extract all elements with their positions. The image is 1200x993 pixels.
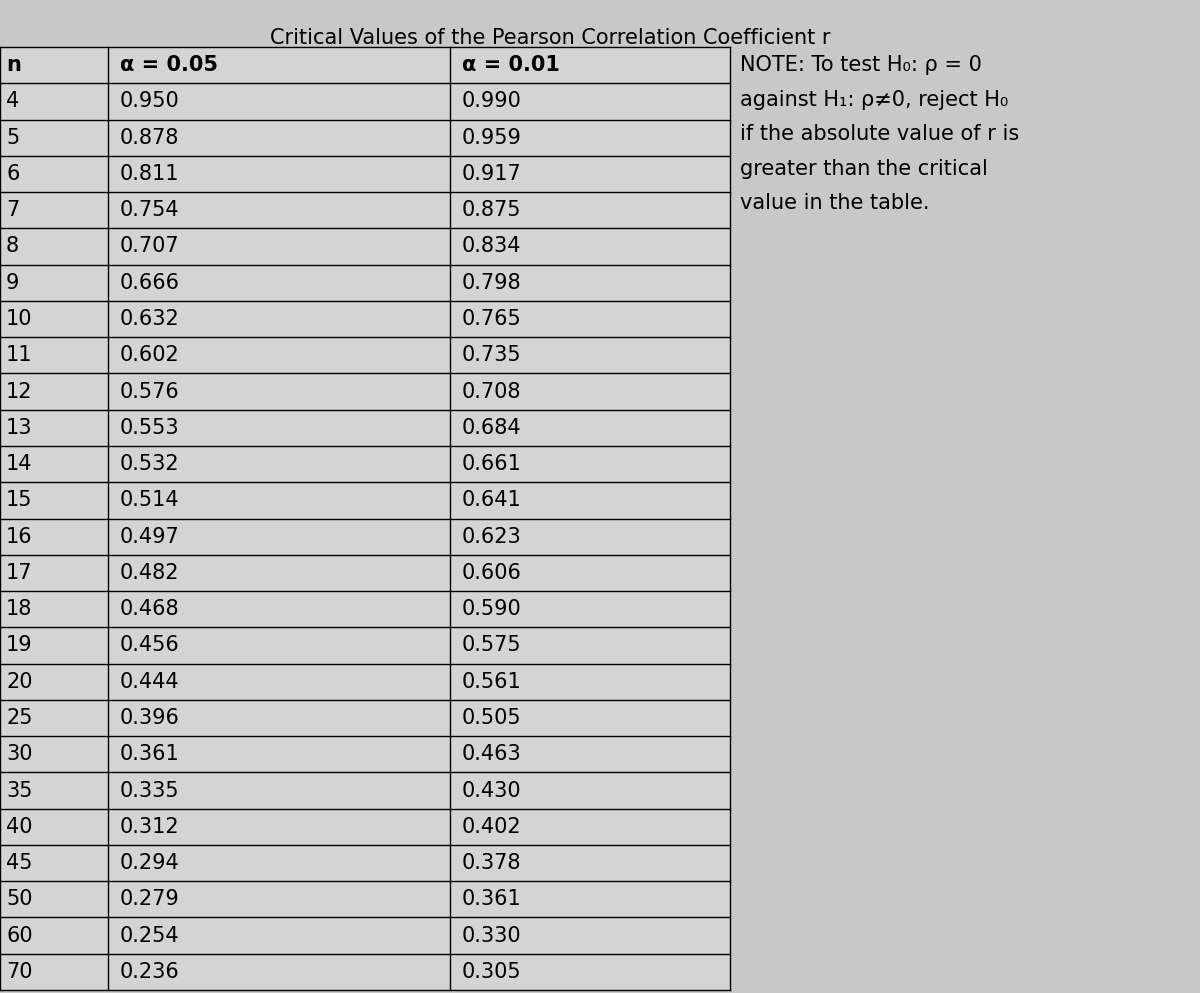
Text: 0.430: 0.430 <box>462 780 522 800</box>
Text: 0.330: 0.330 <box>462 925 522 945</box>
Text: 0.444: 0.444 <box>120 671 180 692</box>
Text: 0.590: 0.590 <box>462 599 522 620</box>
Text: greater than the critical: greater than the critical <box>740 159 988 179</box>
Text: 0.305: 0.305 <box>462 962 522 982</box>
Text: 0.798: 0.798 <box>462 273 522 293</box>
Text: 18: 18 <box>6 599 32 620</box>
Text: 0.361: 0.361 <box>462 890 522 910</box>
Text: 0.684: 0.684 <box>462 418 522 438</box>
Text: 5: 5 <box>6 128 19 148</box>
Text: 4: 4 <box>6 91 19 111</box>
Text: 6: 6 <box>6 164 19 184</box>
Text: 0.632: 0.632 <box>120 309 180 329</box>
Text: 0.279: 0.279 <box>120 890 180 910</box>
Text: 8: 8 <box>6 236 19 256</box>
Text: 0.765: 0.765 <box>462 309 522 329</box>
Text: 0.463: 0.463 <box>462 744 522 765</box>
Text: 0.456: 0.456 <box>120 636 180 655</box>
Text: n: n <box>6 56 20 75</box>
Text: 0.623: 0.623 <box>462 526 522 546</box>
Text: 0.561: 0.561 <box>462 671 522 692</box>
Text: 0.396: 0.396 <box>120 708 180 728</box>
Text: 0.236: 0.236 <box>120 962 180 982</box>
Text: 50: 50 <box>6 890 32 910</box>
Text: 70: 70 <box>6 962 32 982</box>
Text: 0.335: 0.335 <box>120 780 180 800</box>
Text: 0.602: 0.602 <box>120 346 180 365</box>
Text: 0.361: 0.361 <box>120 744 180 765</box>
Text: 11: 11 <box>6 346 32 365</box>
Text: 0.834: 0.834 <box>462 236 522 256</box>
Text: α = 0.01: α = 0.01 <box>462 56 560 75</box>
Text: 0.505: 0.505 <box>462 708 522 728</box>
Text: 0.990: 0.990 <box>462 91 522 111</box>
Text: 0.875: 0.875 <box>462 201 522 220</box>
Text: if the absolute value of r is: if the absolute value of r is <box>740 124 1019 144</box>
Text: 16: 16 <box>6 526 32 546</box>
Text: 35: 35 <box>6 780 32 800</box>
Text: 0.468: 0.468 <box>120 599 180 620</box>
Text: against H₁: ρ≠0, reject H₀: against H₁: ρ≠0, reject H₀ <box>740 89 1008 109</box>
Text: 7: 7 <box>6 201 19 220</box>
Text: 0.497: 0.497 <box>120 526 180 546</box>
Text: 9: 9 <box>6 273 19 293</box>
Text: 0.514: 0.514 <box>120 491 180 510</box>
Text: 12: 12 <box>6 381 32 401</box>
Text: 0.294: 0.294 <box>120 853 180 873</box>
Text: 15: 15 <box>6 491 32 510</box>
Bar <box>0 47 730 990</box>
Text: 0.532: 0.532 <box>120 454 180 474</box>
Text: 13: 13 <box>6 418 32 438</box>
Text: 0.254: 0.254 <box>120 925 180 945</box>
Text: α = 0.05: α = 0.05 <box>120 56 218 75</box>
Text: 0.575: 0.575 <box>462 636 522 655</box>
Text: Critical Values of the Pearson Correlation Coefficient r: Critical Values of the Pearson Correlati… <box>270 28 830 48</box>
Text: 0.708: 0.708 <box>462 381 522 401</box>
Text: 0.641: 0.641 <box>462 491 522 510</box>
Text: 0.917: 0.917 <box>462 164 522 184</box>
Text: 14: 14 <box>6 454 32 474</box>
Text: 0.950: 0.950 <box>120 91 180 111</box>
Text: 0.811: 0.811 <box>120 164 180 184</box>
Text: 60: 60 <box>6 925 32 945</box>
Text: 10: 10 <box>6 309 32 329</box>
Text: 0.482: 0.482 <box>120 563 180 583</box>
Text: 0.878: 0.878 <box>120 128 179 148</box>
Text: 0.576: 0.576 <box>120 381 180 401</box>
Text: 0.754: 0.754 <box>120 201 180 220</box>
Text: 0.402: 0.402 <box>462 817 522 837</box>
Text: 19: 19 <box>6 636 32 655</box>
Text: 25: 25 <box>6 708 32 728</box>
Text: 20: 20 <box>6 671 32 692</box>
Text: value in the table.: value in the table. <box>740 193 930 213</box>
Text: 45: 45 <box>6 853 32 873</box>
Text: 40: 40 <box>6 817 32 837</box>
Text: 0.666: 0.666 <box>120 273 180 293</box>
Text: 0.312: 0.312 <box>120 817 180 837</box>
Text: 17: 17 <box>6 563 32 583</box>
Text: 0.735: 0.735 <box>462 346 522 365</box>
Text: 0.606: 0.606 <box>462 563 522 583</box>
Text: 0.378: 0.378 <box>462 853 522 873</box>
Text: 30: 30 <box>6 744 32 765</box>
Text: 0.707: 0.707 <box>120 236 180 256</box>
Text: 0.661: 0.661 <box>462 454 522 474</box>
Text: 0.553: 0.553 <box>120 418 180 438</box>
Text: 0.959: 0.959 <box>462 128 522 148</box>
Text: NOTE: To test H₀: ρ = 0: NOTE: To test H₀: ρ = 0 <box>740 56 982 75</box>
